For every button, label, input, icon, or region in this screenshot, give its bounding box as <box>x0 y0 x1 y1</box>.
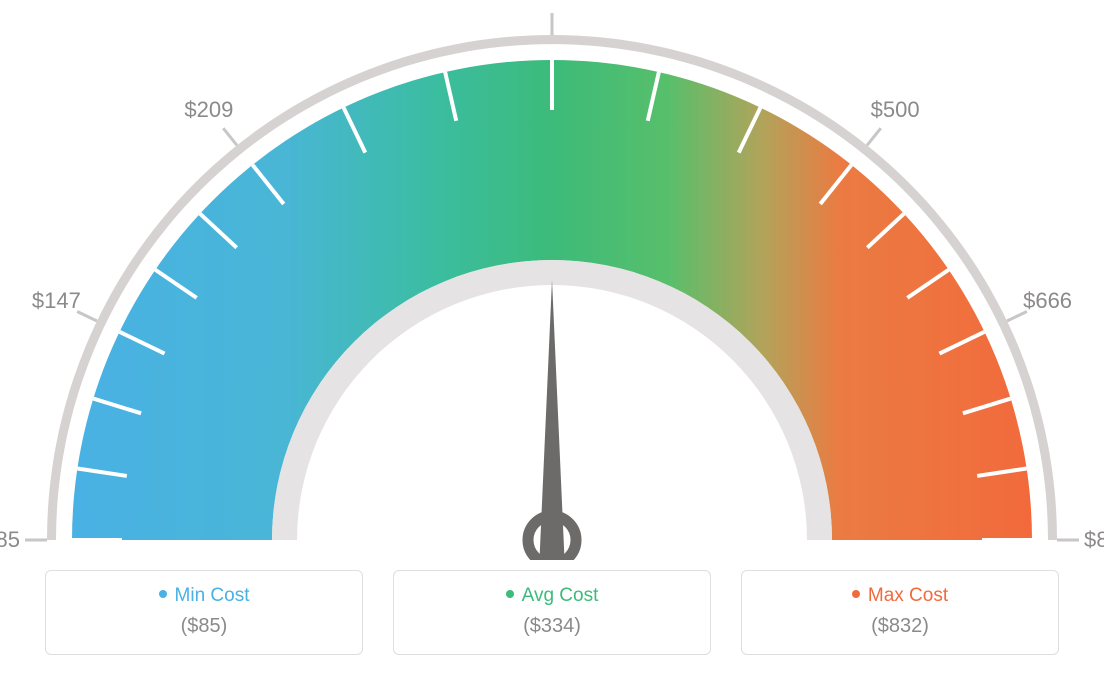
legend-value: ($334) <box>404 615 700 638</box>
gauge-svg <box>0 0 1104 560</box>
legend-card: Avg Cost ($334) <box>393 570 711 655</box>
cost-gauge: $85 $147 $209 $334 $500 $666 $832 <box>0 0 1104 560</box>
tick-label: $147 <box>11 288 101 314</box>
tick-label: $832 <box>1084 527 1104 553</box>
tick-label: $334 <box>507 0 597 3</box>
legend-title: Min Cost <box>56 585 352 607</box>
tick-label: $666 <box>1003 288 1093 314</box>
legend-value: ($832) <box>752 615 1048 638</box>
tick-label: $85 <box>0 527 20 553</box>
legend-label: Max Cost <box>868 585 948 606</box>
tick-label: $209 <box>164 97 254 123</box>
major-tick <box>867 128 881 145</box>
legend-value: ($85) <box>56 615 352 638</box>
major-tick <box>223 128 237 145</box>
legend-dot <box>506 590 514 598</box>
tick-label: $500 <box>850 97 940 123</box>
legend-dot <box>852 590 860 598</box>
legend-label: Min Cost <box>175 585 250 606</box>
legend-card: Min Cost ($85) <box>45 570 363 655</box>
legend-row: Min Cost ($85) Avg Cost ($334) Max Cost ($832… <box>0 570 1104 655</box>
legend-title: Avg Cost <box>404 585 700 607</box>
legend-title: Max Cost <box>752 585 1048 607</box>
legend-dot <box>159 590 167 598</box>
legend-label: Avg Cost <box>522 585 599 606</box>
legend-card: Max Cost ($832) <box>741 570 1059 655</box>
